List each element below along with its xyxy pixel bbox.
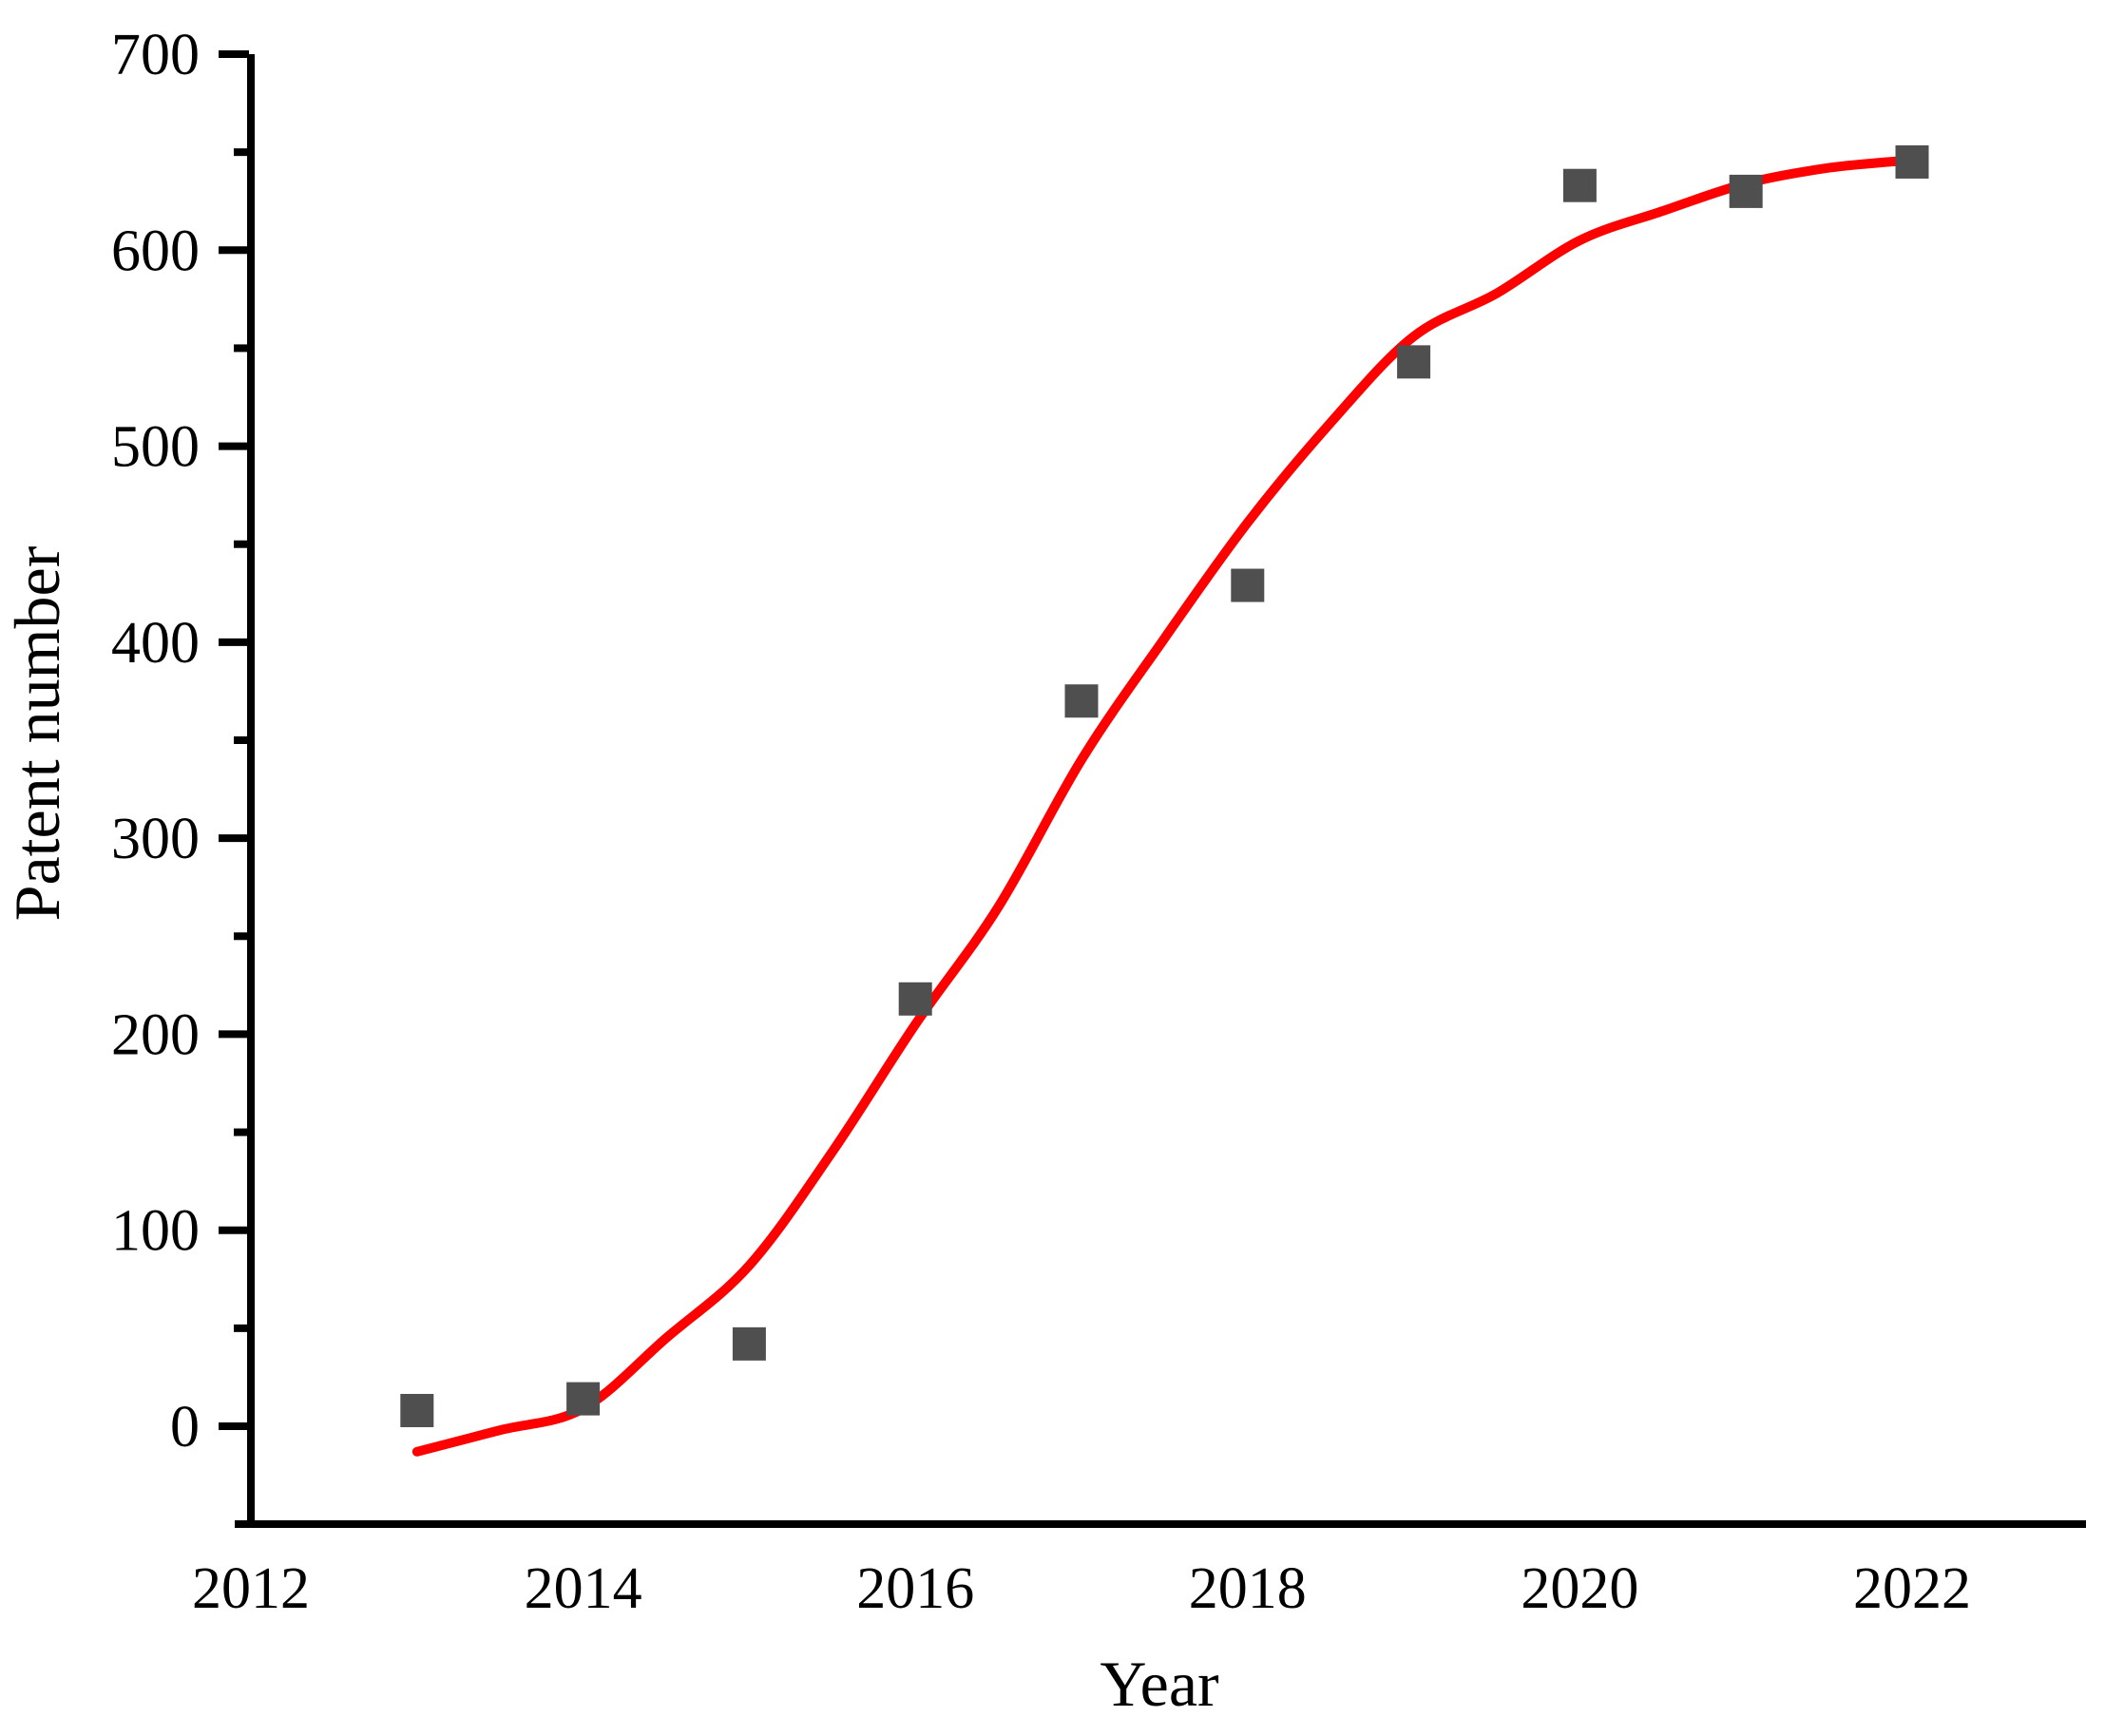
x-axis-tick-labels: 2012 2014 2016 2018 2020 2022 xyxy=(192,1556,1971,1621)
y-axis-title: Patent number xyxy=(1,545,73,921)
y-tick-label: 500 xyxy=(111,415,200,480)
x-tick-label: 2014 xyxy=(525,1556,642,1621)
y-axis-ticks xyxy=(219,50,249,1430)
data-point-square xyxy=(898,982,932,1016)
data-point-square xyxy=(1729,174,1763,208)
y-tick-label: 200 xyxy=(111,1002,200,1067)
data-point-square xyxy=(1397,345,1431,379)
data-point-square xyxy=(1895,144,1929,179)
data-point-square xyxy=(1562,168,1597,202)
x-tick-label: 2012 xyxy=(192,1556,310,1621)
x-tick-label: 2016 xyxy=(856,1556,974,1621)
x-tick-label: 2018 xyxy=(1189,1556,1307,1621)
data-point-square xyxy=(400,1393,434,1427)
fit-curve xyxy=(411,155,1917,1457)
axes xyxy=(235,54,2086,1528)
y-tick-label: 400 xyxy=(111,611,200,676)
y-tick-label: 100 xyxy=(111,1199,200,1264)
y-tick-label: 300 xyxy=(111,807,200,871)
x-axis-title: Year xyxy=(1100,1648,1219,1720)
data-point-square xyxy=(732,1326,766,1361)
data-point-square xyxy=(1064,684,1099,718)
scatter-points xyxy=(400,144,1929,1427)
y-axis-tick-labels: 0 100 200 300 400 500 600 700 xyxy=(111,23,200,1459)
x-tick-label: 2020 xyxy=(1521,1556,1638,1621)
y-tick-label: 600 xyxy=(111,219,200,283)
x-tick-label: 2022 xyxy=(1853,1556,1971,1621)
data-point-square xyxy=(1231,568,1265,602)
data-point-square xyxy=(566,1382,601,1416)
y-tick-label: 700 xyxy=(111,23,200,87)
y-tick-label: 0 xyxy=(170,1395,200,1459)
